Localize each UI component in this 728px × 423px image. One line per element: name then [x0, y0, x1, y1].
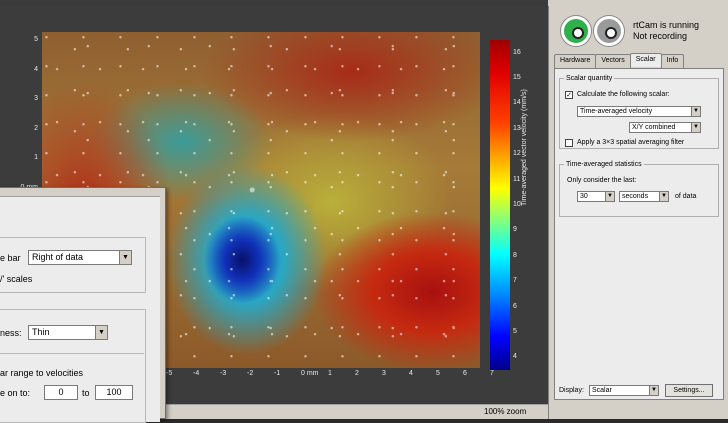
time-averaged-stats-legend: Time-averaged statistics: [566, 161, 642, 168]
component-select[interactable]: X/Y combined ▼: [629, 122, 701, 133]
x-tick-label: 2: [355, 370, 359, 377]
range-label: ar range to velocities: [0, 368, 84, 378]
y-tick-label: 1: [34, 154, 38, 161]
consider-last-label: Only consider the last:: [567, 177, 637, 184]
chevron-down-icon: ▼: [691, 107, 700, 116]
settings-dialog-body: e bar Right of data ▼ /' scales ness: Th…: [0, 196, 160, 423]
y-tick-label: 2: [34, 124, 38, 132]
x-tick-label: -3: [220, 370, 227, 377]
camera-status: rtCam is running Not recording: [633, 20, 699, 42]
chevron-down-icon: ▼: [649, 386, 658, 395]
colorbar: [490, 40, 510, 370]
chevron-down-icon: ▼: [659, 192, 668, 201]
chevron-down-icon: ▼: [119, 251, 131, 264]
duration-unit-select[interactable]: seconds ▼: [619, 191, 669, 202]
x-tick-label: -4: [193, 370, 200, 377]
x-tick-label: 7: [490, 370, 494, 377]
time-averaged-stats-group: Time-averaged statistics: [559, 161, 719, 217]
colorbar-tick-label: 6: [513, 302, 517, 310]
thickness-label: ness:: [0, 328, 22, 338]
settings-button[interactable]: Settings...: [665, 384, 713, 397]
colorbar-tick-label: 12: [513, 150, 521, 158]
x-axis-ticks: -5 -4 -3 -2 -1 0 mm 1 2 3 4 5 6 7: [42, 368, 494, 382]
chevron-down-icon: ▼: [605, 192, 614, 201]
scalar-quantity-legend: Scalar quantity: [566, 75, 613, 82]
control-panel: rtCam is running Not recording Hardware …: [548, 6, 728, 419]
x-tick-label: -2: [247, 370, 254, 377]
record-start-button[interactable]: [561, 16, 591, 46]
range-to-label: to: [82, 388, 90, 398]
camera-running-text: rtCam is running: [633, 20, 700, 30]
chevron-down-icon: ▼: [95, 326, 107, 339]
colorbar-tick-label: 14: [513, 99, 521, 107]
thickness-select[interactable]: Thin ▼: [28, 325, 108, 340]
x-tick-label: 0 mm: [301, 370, 319, 377]
colorbar-position-select[interactable]: Right of data ▼: [28, 250, 132, 265]
duration-count-select[interactable]: 30 ▼: [577, 191, 615, 202]
duration-unit-value: seconds: [622, 193, 649, 200]
colorbar-tick-label: 9: [513, 226, 517, 234]
x-tick-label: 3: [382, 370, 386, 377]
display-value: Scalar: [592, 387, 612, 394]
x-tick-label: -5: [166, 370, 173, 377]
settings-dialog: e bar Right of data ▼ /' scales ness: Th…: [0, 187, 166, 423]
y-tick-label: 4: [34, 65, 38, 73]
scalar-tab-panel: Scalar quantity ✓ Calculate the followin…: [554, 68, 724, 400]
colorbar-tick-label: 4: [513, 353, 517, 361]
tab-info[interactable]: Info: [660, 54, 685, 68]
colorbar-tick-label: 5: [513, 327, 517, 335]
display-select[interactable]: Scalar ▼: [589, 385, 659, 396]
spatial-filter-checkbox[interactable]: [565, 139, 573, 147]
x-tick-label: 6: [463, 370, 467, 377]
colorbar-tick-label: 11: [513, 175, 521, 183]
colorbar-position-label: e bar: [0, 253, 21, 263]
tab-scalar[interactable]: Scalar: [629, 53, 662, 67]
tab-vectors[interactable]: Vectors: [595, 54, 631, 68]
display-label: Display:: [559, 387, 584, 394]
colorbar-tick-label: 10: [513, 201, 521, 208]
x-tick-label: 1: [328, 370, 332, 377]
of-data-label: of data: [675, 193, 697, 200]
spatial-filter-label: Apply a 3×3 spatial averaging filter: [577, 139, 685, 146]
calculate-scalar-label: Calculate the following scalar:: [577, 91, 670, 98]
colorbar-ticks: 16 15 14 13 12 11 10 9 8 7 6 5 4: [513, 40, 527, 370]
x-tick-label: -1: [274, 370, 281, 377]
scales-label: /' scales: [0, 274, 33, 284]
colorbar-tick-label: 15: [513, 74, 521, 82]
panel-tabs: Hardware Vectors Scalar Info: [554, 53, 685, 68]
range-min-input[interactable]: 0: [44, 385, 78, 400]
colorbar-tick-label: 13: [513, 124, 521, 132]
x-tick-label: 5: [436, 370, 440, 377]
y-tick-label: 5: [34, 36, 38, 43]
scalar-quantity-select[interactable]: Time-averaged velocity ▼: [577, 106, 701, 117]
title-bar: [0, 0, 548, 6]
component-value: X/Y combined: [632, 124, 676, 131]
x-tick-label: 4: [409, 370, 413, 377]
zoom-label: 100% zoom: [484, 407, 527, 416]
range-prefix-label: e on to:: [0, 388, 31, 398]
scalar-quantity-group: Scalar quantity: [559, 75, 719, 149]
colorbar-label: Time-averaged vector velocity (mm/s): [521, 89, 528, 206]
calculate-scalar-checkbox[interactable]: ✓: [565, 91, 573, 99]
scalar-quantity-value: Time-averaged velocity: [580, 108, 653, 115]
colorbar-group: [0, 237, 146, 293]
divider: [0, 353, 144, 354]
colorbar-tick-label: 8: [513, 251, 517, 259]
tab-hardware[interactable]: Hardware: [554, 54, 597, 68]
colorbar-position-value: Right of data: [32, 252, 84, 262]
duration-count-value: 30: [580, 193, 588, 200]
thickness-value: Thin: [32, 327, 50, 337]
colorbar-tick-label: 16: [513, 48, 521, 56]
record-stop-button[interactable]: [594, 16, 624, 46]
recording-status-text: Not recording: [633, 31, 688, 41]
colorbar-tick-label: 7: [513, 277, 517, 285]
chevron-down-icon: ▼: [691, 123, 700, 132]
y-tick-label: 3: [34, 95, 38, 102]
range-max-input[interactable]: 100: [95, 385, 133, 400]
